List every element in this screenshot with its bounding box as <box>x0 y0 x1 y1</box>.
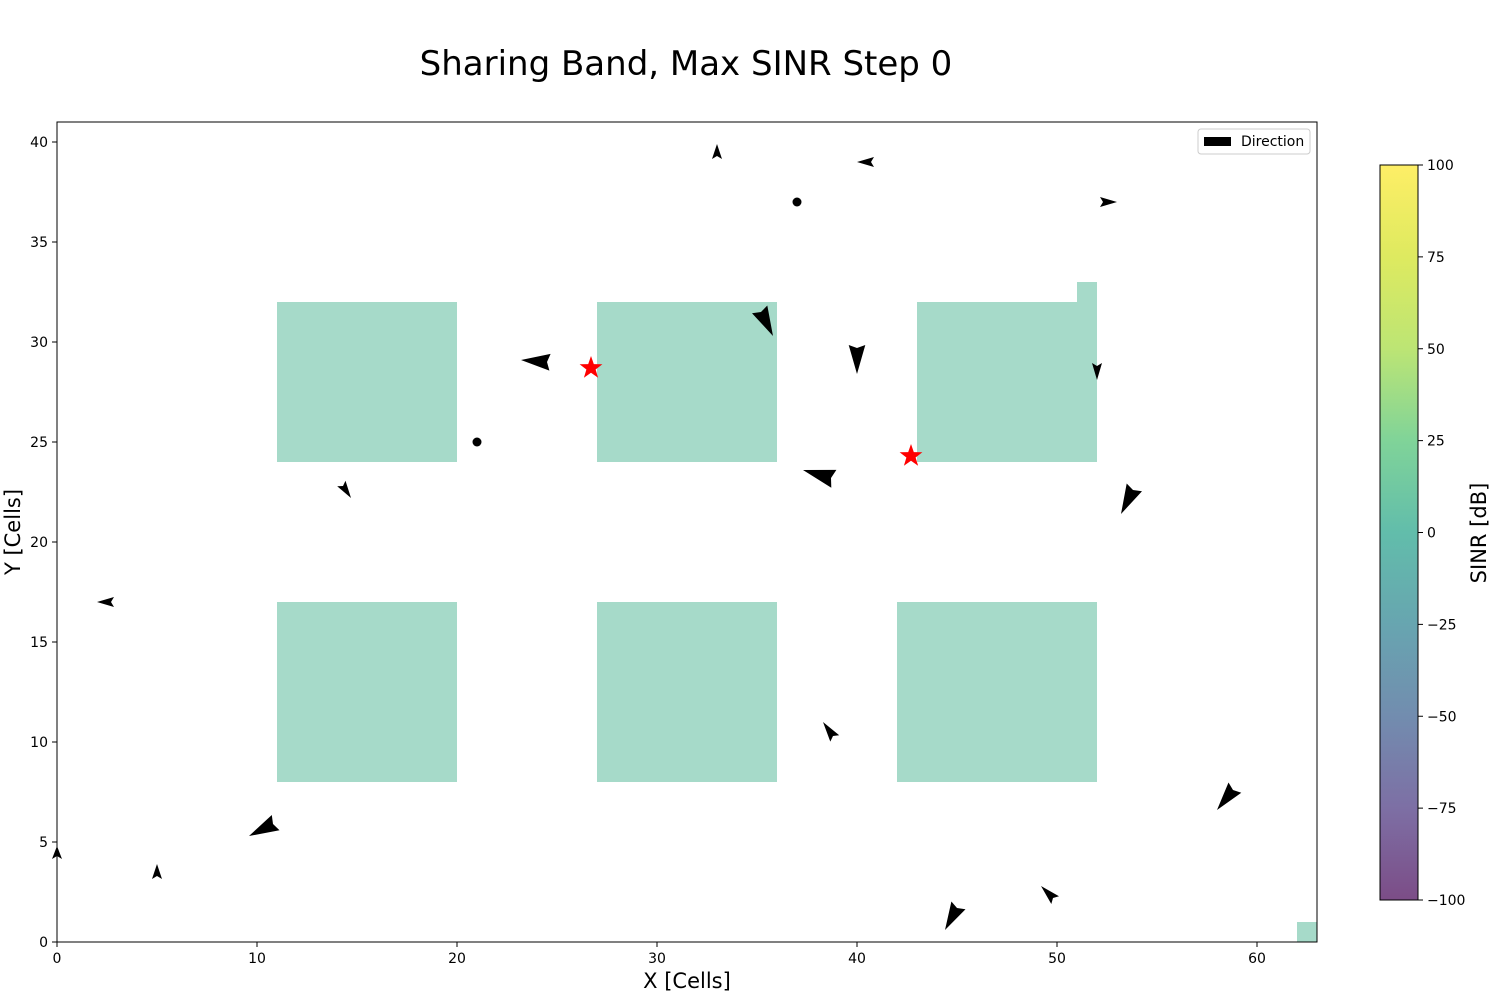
direction-arrow <box>823 722 840 742</box>
colorbar-tick-label: 0 <box>1427 526 1436 542</box>
chart-title: Sharing Band, Max SINR Step 0 <box>420 44 953 84</box>
y-tick-label: 10 <box>30 735 48 751</box>
direction-arrow <box>1092 363 1102 380</box>
colorbar-tick-label: −50 <box>1427 709 1457 725</box>
direction-arrow <box>712 144 722 159</box>
colorbar-tick-label: −100 <box>1427 893 1465 909</box>
y-tick-label: 5 <box>39 835 48 851</box>
colorbar-tick-label: −25 <box>1427 617 1457 633</box>
colorbar-label: SINR [dB] <box>1467 483 1491 584</box>
colorbar-tick-label: 100 <box>1427 158 1454 174</box>
x-tick-label: 30 <box>648 951 666 967</box>
legend-box <box>1197 128 1311 155</box>
direction-arrows-layer <box>52 144 1242 930</box>
direction-arrow <box>152 864 162 879</box>
y-tick-label: 0 <box>39 935 48 951</box>
x-axis-label: X [Cells] <box>643 969 731 993</box>
y-tick-label: 20 <box>30 535 48 551</box>
x-tick-label: 60 <box>1248 951 1266 967</box>
direction-arrow <box>472 437 482 447</box>
direction-arrow <box>752 305 773 336</box>
y-axis-ticks: 0 5 10 15 20 25 30 35 40 <box>30 135 57 951</box>
plot-frame <box>56 121 1318 943</box>
x-axis-ticks: 0 10 20 30 40 50 60 <box>53 942 1266 967</box>
colorbar-tick-label: 25 <box>1427 434 1445 450</box>
building-cell <box>597 302 777 462</box>
colorbar-tick-label: 50 <box>1427 342 1445 358</box>
plot-area <box>57 122 1317 942</box>
base-station-star <box>579 356 603 378</box>
building-cell <box>897 602 1097 782</box>
base-station-star <box>899 444 923 466</box>
direction-arrow <box>945 901 966 930</box>
y-axis-label: Y [Cells] <box>1 489 25 576</box>
building-cell <box>1297 922 1317 942</box>
x-tick-label: 0 <box>53 951 62 967</box>
colorbar-ticks: 100 75 50 25 0 −25 −50 −75 −100 <box>1418 158 1465 909</box>
building-cell <box>1077 282 1097 302</box>
direction-arrow <box>1217 782 1242 810</box>
legend-direction-swatch <box>1204 137 1231 146</box>
direction-arrow <box>1121 483 1142 514</box>
base-stations-layer <box>579 356 923 466</box>
legend: Direction <box>1197 128 1311 155</box>
y-tick-label: 15 <box>30 635 48 651</box>
y-tick-label: 25 <box>30 435 48 451</box>
x-tick-label: 20 <box>448 951 466 967</box>
y-tick-label: 30 <box>30 335 48 351</box>
direction-arrow <box>97 597 114 607</box>
building-cell <box>277 602 457 782</box>
building-cell <box>597 602 777 782</box>
colorbar <box>1380 165 1418 900</box>
direction-arrow <box>1100 197 1117 207</box>
direction-arrow <box>803 469 837 488</box>
y-tick-label: 35 <box>30 235 48 251</box>
legend-direction-label: Direction <box>1241 134 1304 150</box>
colorbar-tick-label: −75 <box>1427 801 1457 817</box>
y-tick-label: 40 <box>30 135 48 151</box>
direction-arrow <box>249 815 280 836</box>
colorbar-tick-label: 75 <box>1427 250 1445 266</box>
direction-arrow <box>792 197 802 207</box>
direction-arrow <box>1041 886 1059 904</box>
direction-arrow <box>521 353 551 371</box>
building-cell <box>917 302 1097 462</box>
x-tick-label: 40 <box>848 951 866 967</box>
building-cell <box>277 302 457 462</box>
direction-arrow <box>337 480 351 498</box>
x-tick-label: 10 <box>248 951 266 967</box>
buildings-layer <box>277 282 1317 942</box>
direction-arrow <box>857 157 874 167</box>
x-tick-label: 50 <box>1048 951 1066 967</box>
direction-arrow <box>848 345 866 374</box>
